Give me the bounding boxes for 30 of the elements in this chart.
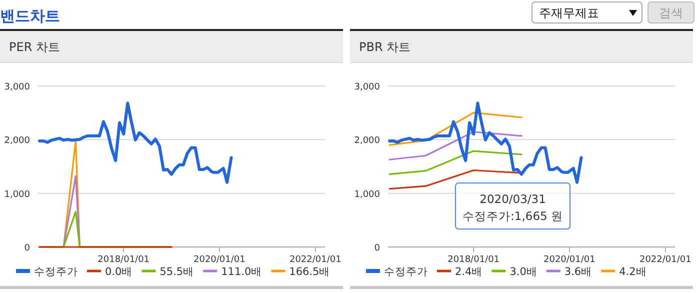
button: 검색: [648, 2, 694, 24]
legend-label: 0.0배: [105, 266, 133, 278]
chart-title: PER 차트: [9, 40, 60, 54]
y-tick-label: 3,000: [354, 82, 380, 92]
y-tick-label: 0: [374, 244, 380, 254]
x-tick-label: 2022/01/01: [639, 255, 692, 265]
x-tick-label: 2018/01/01: [98, 255, 150, 265]
x-tick-label: 2018/01/01: [448, 255, 500, 265]
x-tick-label: 2020/01/01: [194, 255, 246, 265]
x-tick-label: 2020/01/01: [544, 255, 596, 265]
legend-label: 3.6배: [564, 266, 592, 278]
y-tick-label: 2,000: [354, 136, 380, 146]
y-tick-label: 1,000: [4, 190, 30, 200]
y-tick-label: 2,000: [4, 136, 30, 146]
y-tick-label: 1,000: [354, 190, 380, 200]
legend-label: 166.5배: [289, 266, 330, 278]
legend-label: 3.0배: [510, 266, 538, 278]
text: 밴드차트: [0, 7, 60, 25]
x-tick-label: 2022/01/01: [289, 255, 342, 265]
annotation: 2020/03/31 수정주가:1,665 원: [462, 192, 563, 223]
legend-label: 수정주가: [384, 266, 428, 278]
y-tick-label: 0: [24, 244, 30, 254]
legend-label: 55.5배: [160, 266, 194, 278]
y-tick-label: 3,000: [4, 82, 30, 92]
legend-label: 수정주가: [34, 266, 78, 278]
legend-label: 4.2배: [619, 266, 647, 278]
legend-label: 111.0배: [221, 266, 262, 278]
select: 주재무제표: [532, 2, 642, 24]
chart-title: PBR 차트: [359, 40, 411, 54]
legend-label: 2.4배: [455, 266, 483, 278]
